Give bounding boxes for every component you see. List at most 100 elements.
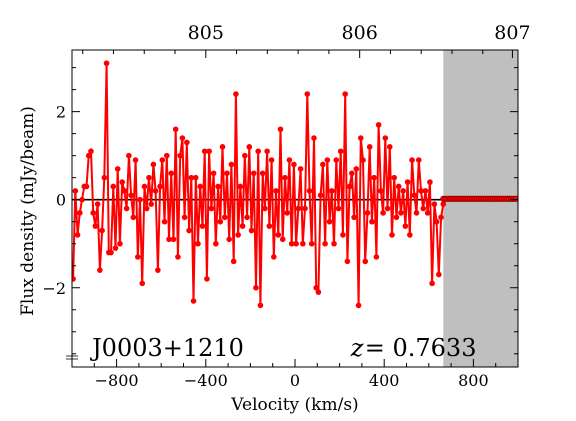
data-point [407, 232, 413, 238]
data-point [226, 236, 233, 243]
data-point [152, 188, 159, 194]
data-point [114, 166, 121, 172]
data-point [353, 166, 360, 172]
data-point [429, 280, 435, 287]
masked-data-point [513, 195, 518, 202]
data-point [304, 91, 311, 97]
legend-stub [66, 355, 78, 360]
data-point [219, 144, 226, 150]
data-point [197, 183, 204, 190]
data-point [264, 148, 270, 155]
data-point [155, 267, 161, 273]
data-point [92, 223, 99, 229]
data-point [237, 183, 244, 190]
data-point [436, 271, 442, 278]
data-point [99, 227, 105, 234]
redshift-value: = 0.7633 [365, 334, 477, 362]
data-point [192, 174, 199, 181]
data-point [440, 201, 447, 207]
data-point [317, 192, 324, 199]
data-point [110, 183, 117, 190]
data-point [72, 276, 76, 282]
top-tick-label: 805 [188, 22, 224, 44]
data-point [273, 188, 279, 194]
data-point [320, 161, 326, 168]
data-point [255, 148, 262, 155]
data-point [250, 170, 257, 177]
data-point [360, 157, 366, 163]
data-point [355, 302, 362, 309]
data-point [72, 188, 79, 194]
data-point [130, 214, 137, 221]
data-point [291, 161, 297, 168]
data-point [284, 210, 290, 216]
data-point [324, 157, 331, 163]
data-point [150, 161, 157, 168]
data-point [266, 223, 273, 229]
data-point [393, 214, 400, 221]
data-point [103, 60, 110, 67]
data-point [112, 245, 119, 251]
data-point [315, 289, 322, 295]
data-point [326, 218, 333, 225]
y-tick-label: 2 [56, 103, 66, 122]
data-point [179, 135, 186, 141]
data-point [351, 214, 357, 221]
data-point [313, 284, 319, 291]
data-point [148, 201, 154, 207]
data-point [83, 183, 90, 190]
data-point [398, 210, 404, 216]
top-tick-label: 807 [494, 22, 530, 44]
data-point [74, 232, 81, 238]
data-point [126, 152, 132, 159]
data-point [239, 223, 246, 229]
masked-region-layer [443, 50, 518, 367]
data-point [246, 144, 253, 150]
data-point [157, 183, 163, 190]
data-point [208, 205, 215, 212]
data-point [420, 205, 427, 212]
data-point [380, 210, 386, 216]
data-point [121, 188, 128, 194]
data-point [213, 240, 219, 247]
y-tick-label: 0 [56, 191, 66, 210]
data-point [259, 170, 266, 177]
data-point [369, 218, 375, 225]
data-point [168, 170, 175, 177]
data-point [244, 214, 250, 221]
tick-label-layer: −800 −400 0 400 800 −2 0 2 805 806 807 [42, 22, 530, 390]
data-point [337, 148, 344, 155]
data-point [97, 267, 103, 273]
data-point [275, 232, 282, 238]
data-point [132, 157, 139, 163]
masked-region [443, 50, 518, 367]
data-point [335, 205, 342, 212]
data-point [282, 174, 288, 181]
data-point [108, 249, 114, 256]
data-point [357, 135, 364, 141]
data-point [90, 210, 96, 216]
data-point [195, 240, 201, 247]
data-point [233, 91, 239, 97]
data-point [413, 210, 420, 216]
redshift-symbol: z [350, 334, 364, 362]
data-point [85, 152, 92, 159]
data-point [172, 126, 179, 133]
data-point [268, 157, 275, 163]
data-point [279, 236, 286, 243]
data-point [94, 201, 101, 207]
data-point [340, 232, 346, 238]
data-point [322, 240, 328, 247]
data-point [384, 205, 391, 212]
data-point [139, 280, 146, 287]
data-point [128, 192, 134, 199]
data-point [402, 223, 409, 229]
data-point [175, 254, 181, 260]
data-point [123, 205, 130, 212]
data-point [331, 240, 337, 247]
data-point [262, 205, 268, 212]
top-tick-label: 806 [342, 22, 378, 44]
tick-layer [71, 50, 519, 367]
data-point [101, 174, 108, 181]
source-name-annotation: J0003+1210 [89, 334, 244, 362]
